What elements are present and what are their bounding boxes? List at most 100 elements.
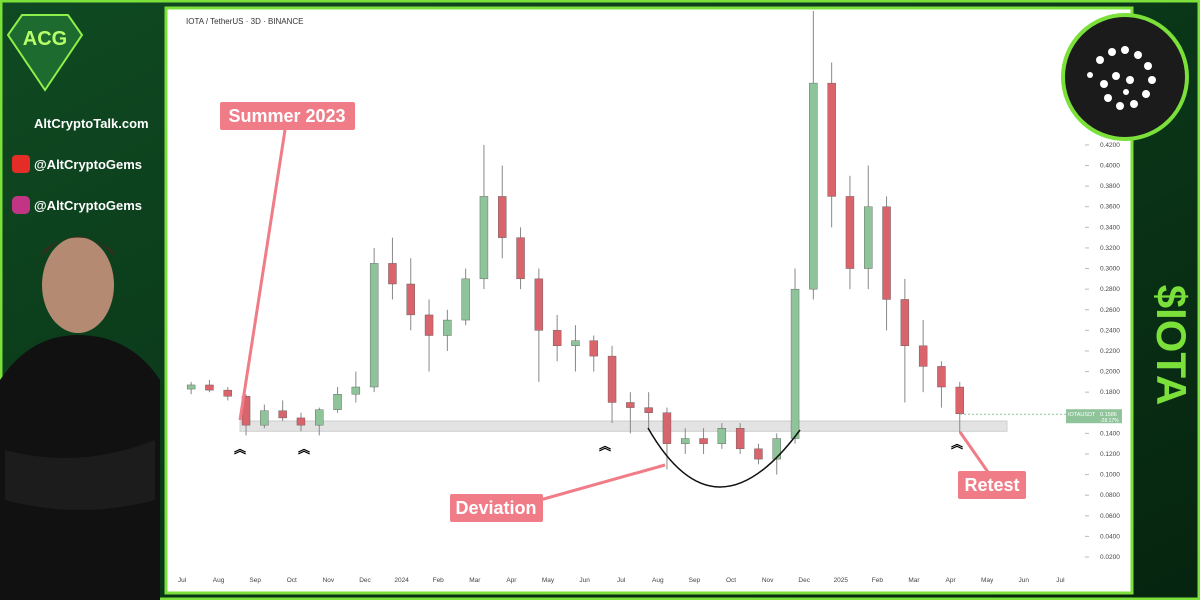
candle-body: [369, 263, 379, 388]
symbol: IOTAUSDT: [1068, 412, 1096, 418]
candle-body: [571, 340, 580, 347]
candle-body: [699, 438, 708, 444]
callout-box: [220, 102, 355, 130]
y-tick-label: 0.1200: [1100, 451, 1120, 458]
candle-body: [205, 384, 214, 391]
x-tick-label: Feb: [872, 577, 884, 584]
pointer: [539, 463, 666, 502]
pointer: [958, 431, 992, 476]
candle-body: [772, 438, 781, 460]
candle-body: [955, 386, 964, 415]
callout: Deviation: [455, 498, 536, 518]
candle-body: [681, 438, 690, 444]
support-zone: [239, 420, 1008, 432]
candle-body: [498, 196, 507, 238]
svg-text:ACG: ACG: [23, 28, 67, 50]
svg-text:︽: ︽: [951, 437, 963, 451]
candle-body: [278, 410, 287, 419]
candle-body: [717, 428, 727, 444]
callout-box: [958, 471, 1026, 499]
x-tick-label: 2024: [394, 577, 409, 584]
y-tick-label: 0.2600: [1100, 307, 1120, 314]
x-tick-label: Sep: [249, 577, 261, 584]
candle-body: [424, 314, 434, 336]
svg-text:︽: ︽: [234, 442, 246, 456]
y-tick-label: 0.2200: [1100, 348, 1120, 355]
candle-body: [809, 82, 818, 290]
candle-body: [607, 355, 617, 403]
y-tick-label: 0.2000: [1100, 369, 1120, 376]
candle-body: [534, 278, 544, 331]
x-tick-label: Dec: [798, 577, 810, 584]
candle-body: [754, 448, 763, 460]
y-tick-label: 0.0200: [1100, 554, 1120, 561]
y-tick-label: 0.3400: [1100, 224, 1120, 231]
candle-body: [662, 412, 672, 444]
x-tick-label: Nov: [762, 577, 774, 584]
candle-body: [351, 386, 361, 395]
candle-body: [406, 283, 415, 316]
x-tick-label: Jun: [1019, 577, 1030, 584]
instagram-handle[interactable]: @AltCryptoGems: [34, 198, 142, 213]
candle-body: [864, 206, 873, 269]
chart-title: IOTA / TetherUS · 3D · BINANCE: [186, 17, 304, 26]
x-tick-label: Apr: [946, 577, 957, 584]
candle-body: [882, 206, 891, 300]
youtube-handle[interactable]: @AltCryptoGems: [34, 157, 142, 172]
candle-body: [315, 409, 324, 426]
candle-body: [461, 278, 470, 321]
x-tick-label: Nov: [323, 577, 335, 584]
candle-body: [790, 288, 800, 439]
x-tick-label: Jul: [617, 577, 626, 584]
x-tick-label: Feb: [433, 577, 445, 584]
markers: ︽ ︽ ︽ ︽: [234, 437, 963, 456]
candle-body: [626, 402, 635, 408]
svg-text:︽: ︽: [298, 442, 310, 456]
site-link[interactable]: AltCryptoTalk.com: [34, 116, 149, 131]
callout: Summer 2023: [228, 106, 345, 126]
candle-body: [827, 82, 836, 197]
x-tick-label: 2025: [834, 577, 849, 584]
change: -28.17%: [1100, 418, 1119, 424]
ticker: $IOTA: [1148, 285, 1195, 406]
instagram-icon: [12, 196, 30, 214]
candle-body: [296, 417, 306, 426]
x-tick-label: May: [542, 577, 555, 584]
candle-body: [735, 428, 745, 450]
candle-body: [937, 366, 946, 388]
candle-body: [260, 410, 269, 426]
candle-body: [443, 319, 452, 336]
x-tick-label: Mar: [469, 577, 481, 584]
y-tick-label: 0.3800: [1100, 183, 1120, 190]
y-tick-label: 0.3000: [1100, 266, 1120, 273]
y-tick-label: 0.0400: [1100, 533, 1120, 540]
x-tick-label: Aug: [652, 577, 664, 584]
chart-pane: [164, 6, 1134, 595]
y-tick-label: 0.1800: [1100, 389, 1120, 396]
x-tick-label: Jun: [579, 577, 590, 584]
x-tick-label: Jul: [1056, 577, 1065, 584]
y-tick-label: 0.3600: [1100, 204, 1120, 211]
candle-body: [589, 340, 598, 357]
presenter: [0, 236, 160, 600]
x-tick-label: Oct: [726, 577, 736, 584]
price-tag: [1066, 409, 1122, 424]
x-tick-label: Apr: [506, 577, 517, 584]
x-tick-label: Aug: [213, 577, 225, 584]
x-tick-label: Jul: [178, 577, 187, 584]
y-tick-label: 0.1400: [1100, 430, 1120, 437]
callout-box: [450, 494, 543, 522]
y-tick-label: 0.3200: [1100, 245, 1120, 252]
plot: 0.0200 0.0400 0.0600 0.0800 0.1000 0.1200 0.14…: [178, 11, 1122, 584]
youtube-icon: [12, 155, 30, 173]
iota-logo: [1061, 13, 1189, 141]
x-tick-label: May: [981, 577, 994, 584]
candle-body: [388, 263, 397, 285]
last-price: 0.1586: [1100, 412, 1117, 418]
candle-body: [918, 345, 928, 367]
rounded-bottom: [647, 427, 801, 488]
pointer: [238, 129, 287, 421]
candle-body: [845, 196, 855, 269]
